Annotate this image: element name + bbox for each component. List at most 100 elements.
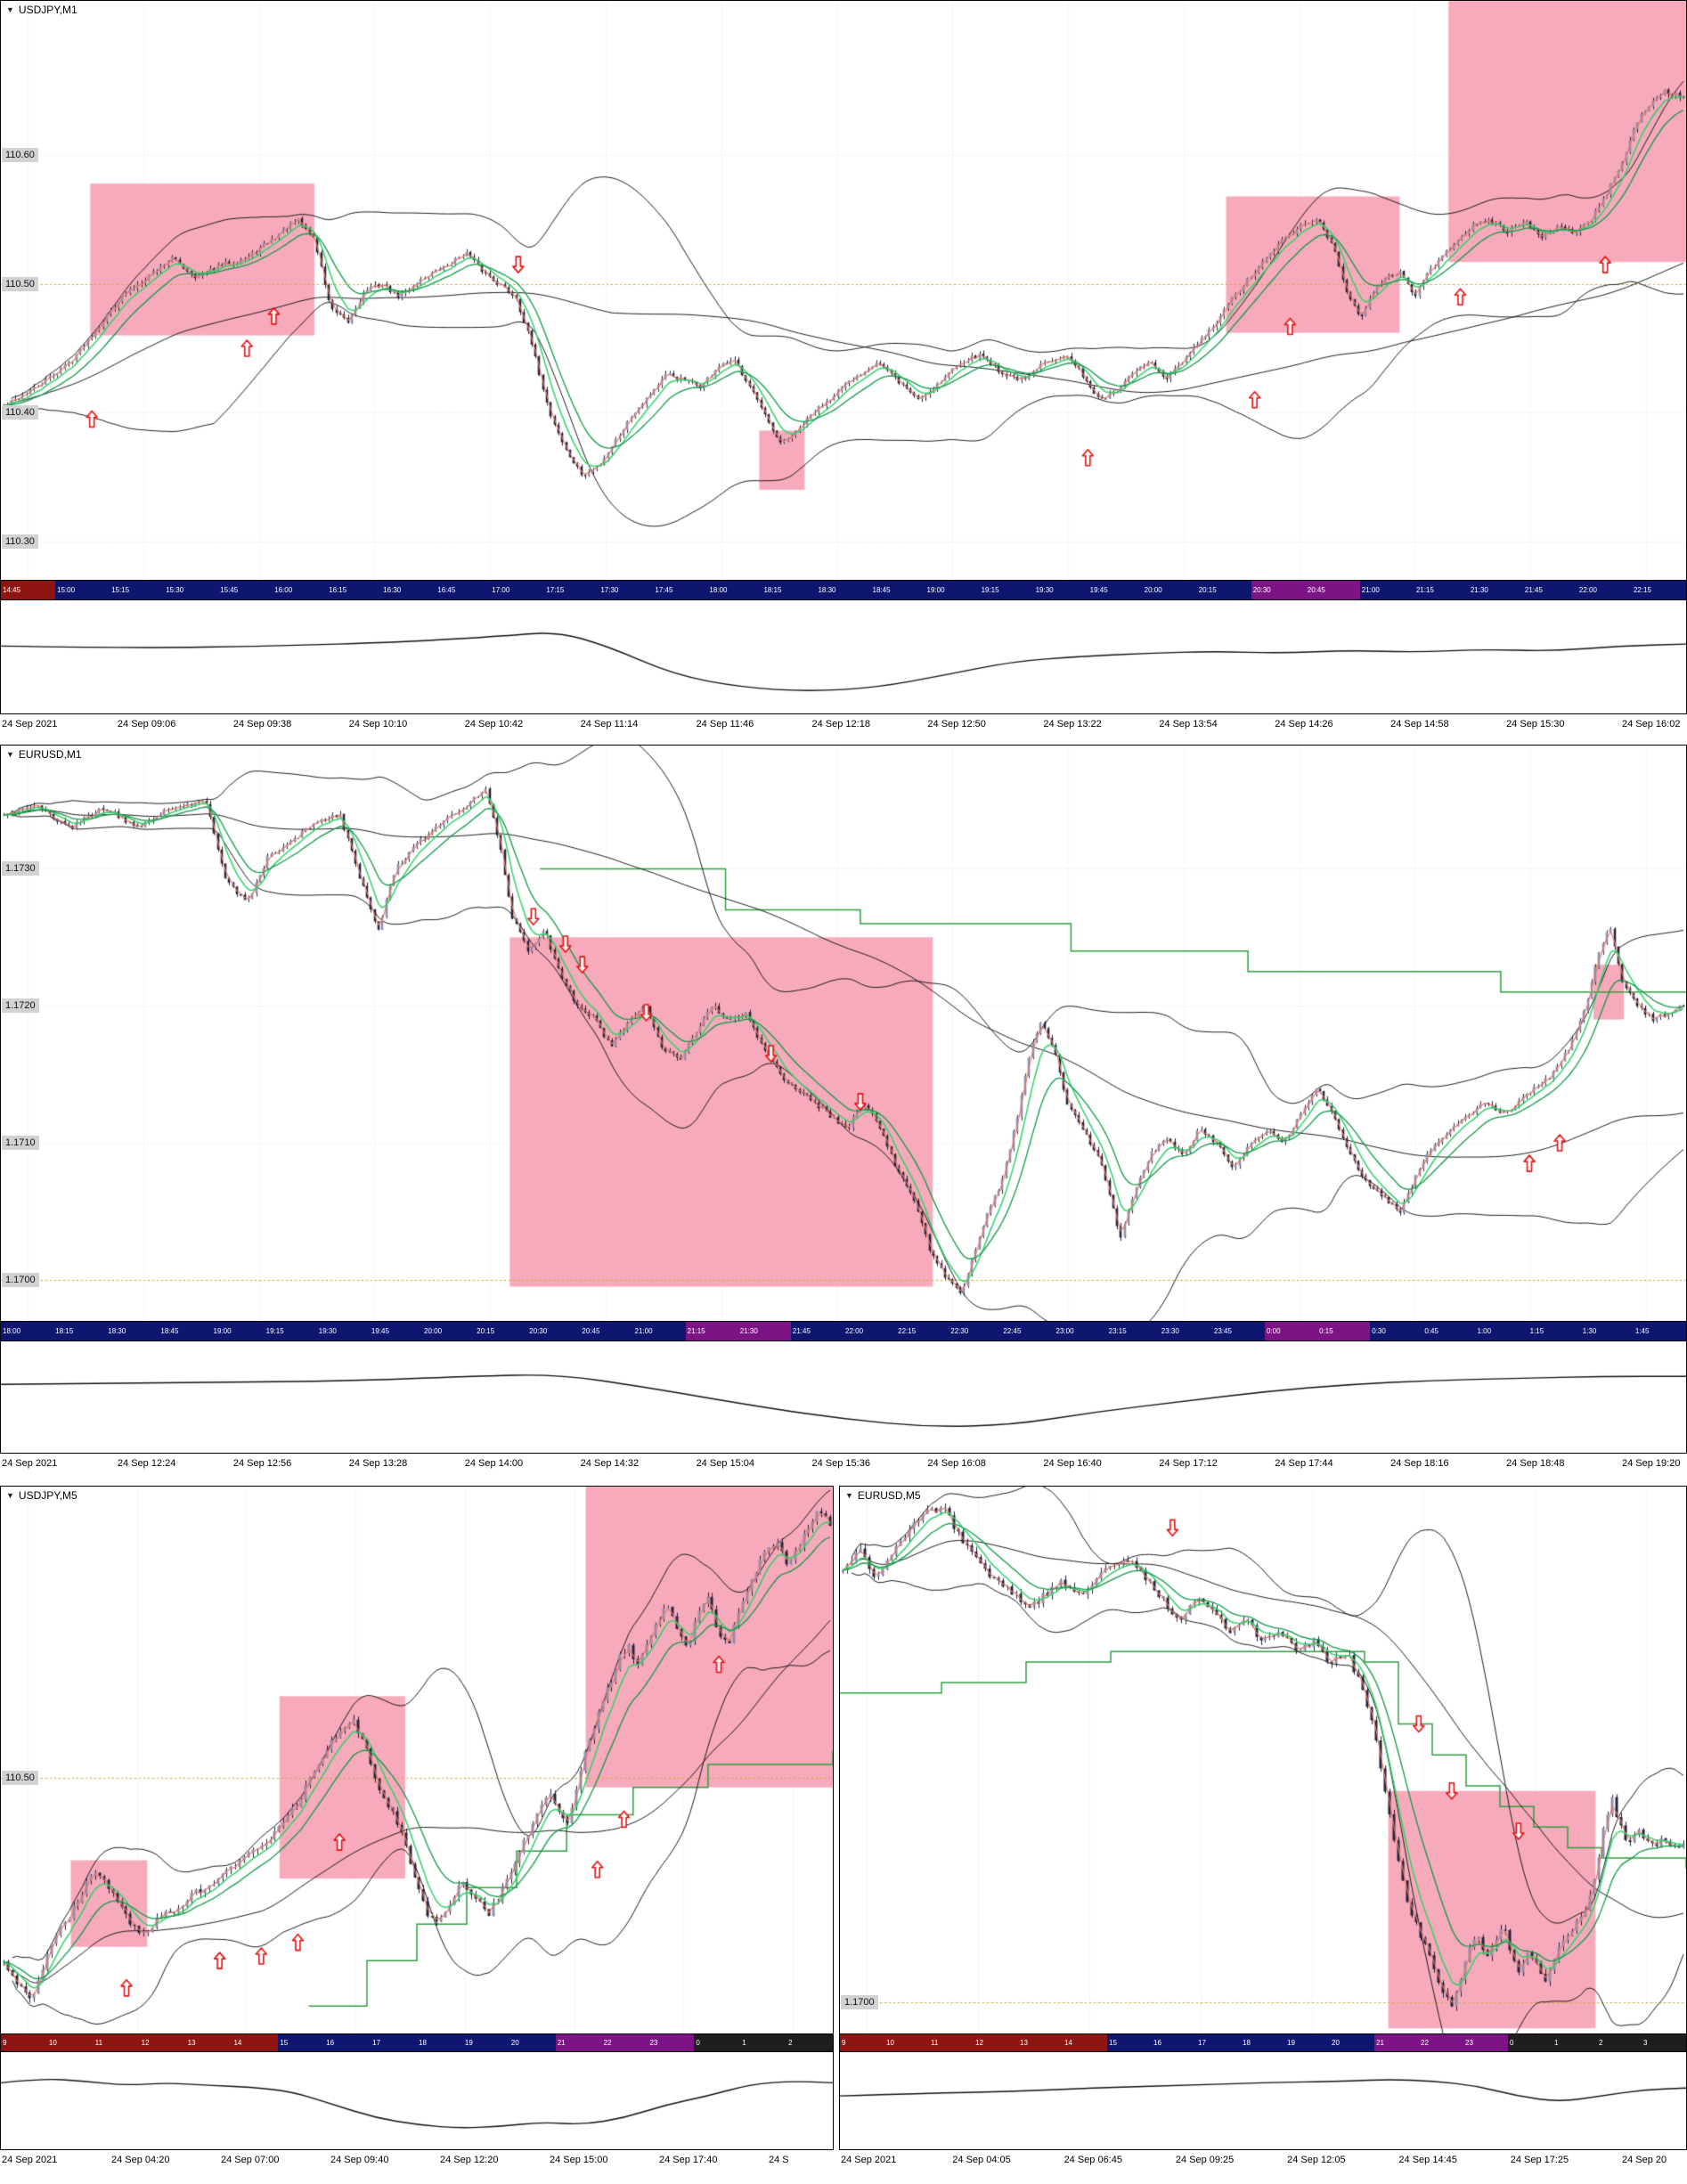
chart-panel-eurusd-m1[interactable]: ▼ EURUSD,M1 1.1730 1.1720 1.1710 1.1700 18:00 1…: [0, 745, 1687, 1477]
session-timeline-strip: 14:45 15:00 15:15 15:30 15:45 16:00 16:15 16:30…: [0, 581, 1687, 600]
session-strip-time: 21: [557, 2039, 566, 2047]
indicator-subwindow[interactable]: [839, 2052, 1687, 2150]
indicator-subwindow[interactable]: [0, 1341, 1687, 1454]
chart-menu-triangle-icon[interactable]: ▼: [6, 1490, 14, 1500]
session-strip-time: 22:00: [1578, 586, 1597, 594]
indicator-canvas[interactable]: [840, 2052, 1686, 2148]
session-strip-segment: 0:15: [1317, 1322, 1371, 1341]
price-axis-label: 110.50: [2, 1771, 38, 1786]
session-strip-time: 19:45: [1089, 586, 1108, 594]
time-axis-label: 24 S: [769, 2155, 789, 2165]
chart-panel-usdjpy-m1[interactable]: ▼ USDJPY,M1 110.60 110.50 110.40 110.30 14:45 1…: [0, 0, 1687, 738]
price-chart-area[interactable]: ▼ EURUSD,M1 1.1730 1.1720 1.1710 1.1700: [0, 745, 1687, 1322]
session-strip-time: 18:15: [763, 586, 782, 594]
time-axis-label: 24 Sep 19:20: [1622, 1458, 1681, 1469]
price-axis-label: 110.30: [2, 534, 38, 549]
session-strip-segment: 1:00: [1475, 1322, 1528, 1341]
session-strip-segment: 20:45: [580, 1322, 633, 1341]
time-axis-label: 24 Sep 10:10: [348, 719, 408, 729]
session-strip-segment: 15:45: [218, 581, 273, 599]
chart-panel-usdjpy-m5[interactable]: ▼ USDJPY,M5 110.50 9 10 11 12 13 14 15 16 17 18 19 20 2…: [0, 1486, 834, 2173]
session-strip-time: 0:15: [1319, 1327, 1333, 1335]
session-strip-segment: 1:15: [1528, 1322, 1581, 1341]
session-strip-segment: 9: [1, 2034, 47, 2051]
session-strip-segment: 9: [840, 2034, 884, 2051]
indicator-canvas[interactable]: [1, 2052, 833, 2148]
chart-panel-eurusd-m5[interactable]: ▼ EURUSD,M5 1.1700 9 10 11 12 13 14 15 16 17 18 19 20 2…: [839, 1486, 1687, 2173]
session-strip-time: 20:30: [1252, 586, 1271, 594]
session-strip-segment: 1:30: [1580, 1322, 1634, 1341]
session-strip-segment: 0: [1508, 2034, 1553, 2051]
session-strip-segment: 0:00: [1265, 1322, 1318, 1341]
session-strip-segment: 14:45: [1, 581, 56, 599]
time-axis-label: 24 Sep 07:00: [221, 2155, 280, 2165]
session-strip-time: 17:45: [655, 586, 673, 594]
session-strip-time: 17: [1198, 2039, 1206, 2047]
session-strip-time: 18:00: [3, 1327, 21, 1335]
price-chart-area[interactable]: ▼ EURUSD,M5 1.1700: [839, 1486, 1687, 2034]
session-strip-time: 10: [886, 2039, 894, 2047]
indicator-canvas[interactable]: [1, 1341, 1686, 1452]
price-axis-label: 1.1720: [2, 998, 39, 1014]
price-chart-area[interactable]: ▼ USDJPY,M1 110.60 110.50 110.40 110.30: [0, 0, 1687, 581]
session-strip-time: 18:15: [55, 1327, 74, 1335]
session-strip-segment: 21:30: [738, 1322, 791, 1341]
session-strip-time: 19: [464, 2039, 473, 2047]
session-strip-segment: 17:15: [544, 581, 599, 599]
session-strip-time: 18: [1243, 2039, 1251, 2047]
session-strip-time: 1: [1554, 2039, 1559, 2047]
price-chart-canvas[interactable]: [1, 1487, 833, 2033]
session-strip-time: 15:00: [57, 586, 76, 594]
session-strip-time: 21: [1376, 2039, 1384, 2047]
time-axis-label: 24 Sep 17:25: [1510, 2155, 1569, 2165]
price-chart-canvas[interactable]: [1, 1, 1686, 580]
session-strip-time: 20: [1332, 2039, 1340, 2047]
chart-menu-triangle-icon[interactable]: ▼: [845, 1490, 853, 1500]
session-strip-time: 20:00: [424, 1327, 443, 1335]
time-axis-label: 24 Sep 15:00: [550, 2155, 608, 2165]
session-strip-time: 21:00: [1361, 586, 1380, 594]
session-strip-segment: 18:30: [106, 1322, 159, 1341]
indicator-canvas[interactable]: [1, 600, 1686, 713]
session-strip-time: 17:30: [600, 586, 619, 594]
session-strip-time: 23: [1465, 2039, 1473, 2047]
session-strip-time: 22:15: [898, 1327, 917, 1335]
time-axis-label: 24 Sep 04:05: [952, 2155, 1011, 2165]
session-strip-segment: 22:00: [1577, 581, 1632, 599]
session-timeline-strip: 18:00 18:15 18:30 18:45 19:00 19:15 19:30 19:45…: [0, 1322, 1687, 1341]
session-strip-time: 16:15: [329, 586, 347, 594]
session-strip-segment: 15:00: [55, 581, 110, 599]
price-axis-label: 110.50: [2, 276, 38, 291]
session-strip-segment: 18: [417, 2034, 463, 2051]
time-axis: 24 Sep 2021 24 Sep 12:24 24 Sep 12:56 24 Se…: [0, 1454, 1687, 1477]
session-strip-time: 22:45: [1003, 1327, 1022, 1335]
time-axis-label: 24 Sep 2021: [2, 719, 58, 729]
indicator-subwindow[interactable]: [0, 600, 1687, 714]
session-strip-segment: 18:30: [816, 581, 871, 599]
session-strip-segment: 19:30: [1033, 581, 1088, 599]
session-strip-segment: 19:00: [925, 581, 980, 599]
price-chart-canvas[interactable]: [1, 746, 1686, 1321]
session-strip-segment: 19:15: [979, 581, 1034, 599]
session-strip-time: 13: [187, 2039, 196, 2047]
session-strip-segment: 21:15: [685, 1322, 738, 1341]
session-strip-time: 20: [510, 2039, 519, 2047]
price-axis-label: 110.60: [2, 148, 38, 163]
session-strip-time: 12: [975, 2039, 983, 2047]
chart-menu-triangle-icon[interactable]: ▼: [6, 4, 14, 14]
chart-menu-triangle-icon[interactable]: ▼: [6, 749, 14, 759]
session-strip-segment: 22: [1419, 2034, 1463, 2051]
session-strip-segment: 20:00: [422, 1322, 476, 1341]
indicator-subwindow[interactable]: [0, 2052, 834, 2150]
session-strip-time: 18:45: [872, 586, 891, 594]
price-chart-area[interactable]: ▼ USDJPY,M5 110.50: [0, 1486, 834, 2034]
time-axis-label: 24 Sep 17:40: [659, 2155, 718, 2165]
chart-title: ▼ EURUSD,M5: [845, 1489, 921, 1502]
price-chart-canvas[interactable]: [840, 1487, 1686, 2033]
time-axis-label: 24 Sep 12:20: [440, 2155, 499, 2165]
time-axis-label: 24 Sep 09:06: [117, 719, 176, 729]
time-axis-label: 24 Sep 09:38: [232, 719, 292, 729]
session-strip-segment: 17: [371, 2034, 418, 2051]
session-strip-time: 1:30: [1582, 1327, 1597, 1335]
